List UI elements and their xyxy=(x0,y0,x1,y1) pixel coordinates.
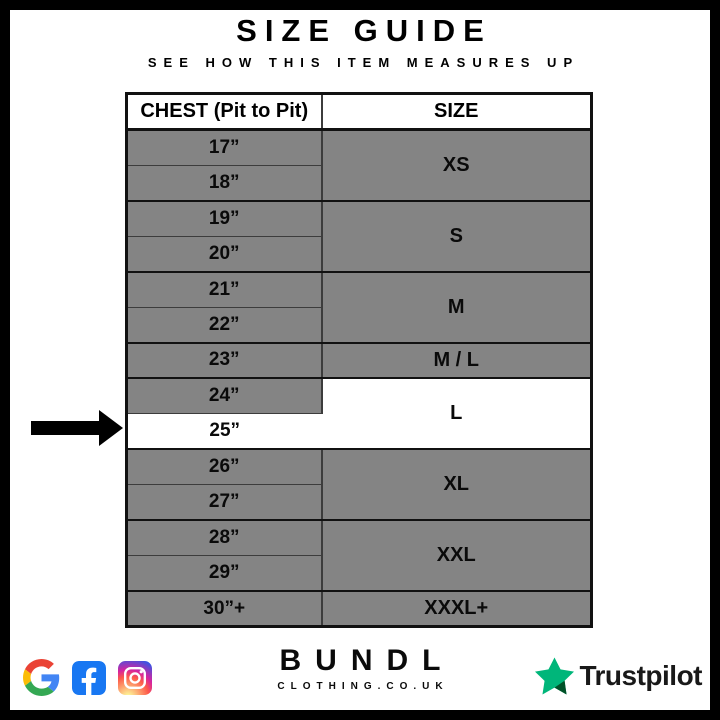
page-title: SIZE GUIDE xyxy=(236,13,492,48)
table-header-row: CHEST (Pit to Pit) SIZE xyxy=(126,93,592,131)
chest-cell: 22” xyxy=(126,307,323,344)
table-row: 23” M / L xyxy=(126,342,592,379)
trustpilot-logo[interactable]: Trustpilot xyxy=(535,657,702,695)
brand-logo-text: BUNDL xyxy=(279,644,455,677)
chest-cell: 19” xyxy=(126,200,323,237)
size-cell: M xyxy=(321,271,592,344)
chest-column-header: CHEST (Pit to Pit) xyxy=(126,93,323,131)
size-column-header: SIZE xyxy=(321,93,592,131)
brand-domain-text: CLOTHING.CO.UK xyxy=(277,681,449,692)
trustpilot-wordmark: Trustpilot xyxy=(579,660,702,691)
chest-cell: 26” xyxy=(126,449,323,485)
size-cell: XS xyxy=(321,129,592,202)
facebook-icon[interactable] xyxy=(72,660,106,695)
size-cell: S xyxy=(321,200,592,273)
table-row: 24” L xyxy=(126,378,592,450)
table-row: 20” xyxy=(126,236,592,273)
arrow-right-icon xyxy=(31,410,123,446)
chest-cell: 30”+ xyxy=(126,591,323,628)
chest-cell: 24” xyxy=(126,378,323,414)
table-row: 22” xyxy=(126,307,592,344)
page-subtitle: SEE HOW THIS ITEM MEASURES UP xyxy=(147,55,580,70)
size-table-body: 17” XS 18” 19” S 20” 21” M 22” 23” M / L 24” L 25” 26”… xyxy=(126,129,592,628)
table-row: 19” S xyxy=(126,200,592,273)
size-cell: XL xyxy=(321,449,592,521)
table-row: 17” XS xyxy=(126,129,592,202)
chest-cell: 21” xyxy=(126,271,323,308)
chest-cell: 27” xyxy=(126,484,323,521)
size-cell: M / L xyxy=(321,342,592,379)
chest-cell: 20” xyxy=(126,236,323,273)
table-row: 27” xyxy=(126,484,592,521)
table-row: 30”+ XXXL+ xyxy=(126,591,592,628)
size-guide-table-wrap: CHEST (Pit to Pit) SIZE 17” XS 18” 19” S 20” 2… xyxy=(125,92,593,628)
table-row: 29” xyxy=(126,555,592,592)
chest-cell: 17” xyxy=(126,129,323,166)
table-row: 21” M xyxy=(126,271,592,344)
google-icon[interactable] xyxy=(23,659,60,696)
chest-cell: 18” xyxy=(126,165,323,202)
chest-cell: 23” xyxy=(126,342,323,379)
size-cell: L xyxy=(321,378,592,450)
trustpilot-star-icon xyxy=(535,657,575,695)
social-icons xyxy=(23,659,152,696)
instagram-icon[interactable] xyxy=(118,660,152,695)
chest-cell: 29” xyxy=(126,555,323,592)
chest-cell: 25” xyxy=(126,413,322,450)
size-cell: XXXL+ xyxy=(321,591,592,628)
table-row: 25” xyxy=(126,413,592,450)
chest-cell: 28” xyxy=(126,520,323,556)
table-row: 26” XL xyxy=(126,449,592,521)
size-table: CHEST (Pit to Pit) SIZE 17” XS 18” 19” S 20” 2… xyxy=(125,92,593,628)
size-cell: XXL xyxy=(321,520,592,592)
table-row: 28” XXL xyxy=(126,520,592,592)
table-row: 18” xyxy=(126,165,592,202)
